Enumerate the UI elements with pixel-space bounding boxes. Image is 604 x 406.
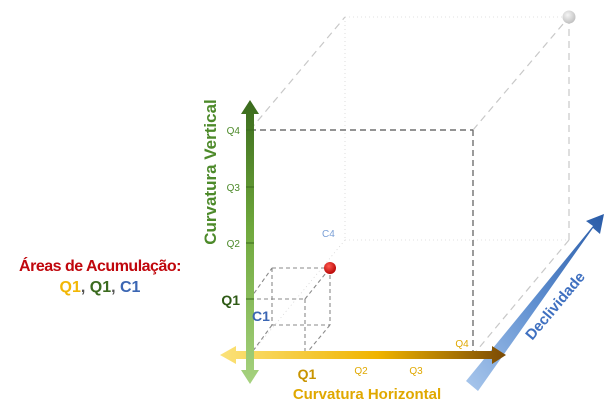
vertical-axis bbox=[241, 100, 259, 384]
v-tick-q4: Q4 bbox=[227, 126, 241, 137]
accumulation-separator: , bbox=[111, 279, 120, 296]
v-tick-q2: Q2 bbox=[227, 239, 241, 250]
accumulation-items: Q1, Q1, C1 bbox=[0, 279, 200, 297]
h-tick-q1: Q1 bbox=[298, 366, 317, 382]
accumulation-title: Áreas de Acumulação: bbox=[19, 258, 181, 275]
depth-axis bbox=[466, 214, 604, 391]
horizontal-axis bbox=[220, 346, 506, 364]
vertical-axis-title: Curvatura Vertical bbox=[201, 99, 220, 245]
h-tick-q3: Q3 bbox=[409, 366, 423, 377]
vertical-ticks bbox=[246, 129, 254, 300]
cube-far-edges bbox=[249, 16, 570, 356]
v-tick-q3: Q3 bbox=[227, 183, 241, 194]
d-tick-c1: C1 bbox=[252, 308, 270, 324]
accumulation-item-c1: C1 bbox=[120, 279, 141, 296]
accumulation-point bbox=[324, 262, 336, 274]
d-tick-c4: C4 bbox=[322, 229, 335, 240]
v-tick-q1: Q1 bbox=[221, 292, 240, 308]
accumulation-item-q1-horizontal: Q1 bbox=[59, 279, 81, 296]
cube-front-edges bbox=[250, 129, 474, 355]
inner-guides bbox=[249, 16, 569, 356]
h-tick-q4: Q4 bbox=[455, 339, 469, 350]
horizontal-axis-title: Curvatura Horizontal bbox=[293, 386, 441, 401]
h-tick-q2: Q2 bbox=[354, 366, 368, 377]
accumulation-separator: , bbox=[80, 279, 90, 296]
max-point bbox=[562, 10, 576, 24]
accumulation-item-q1-vertical: Q1 bbox=[89, 279, 112, 296]
